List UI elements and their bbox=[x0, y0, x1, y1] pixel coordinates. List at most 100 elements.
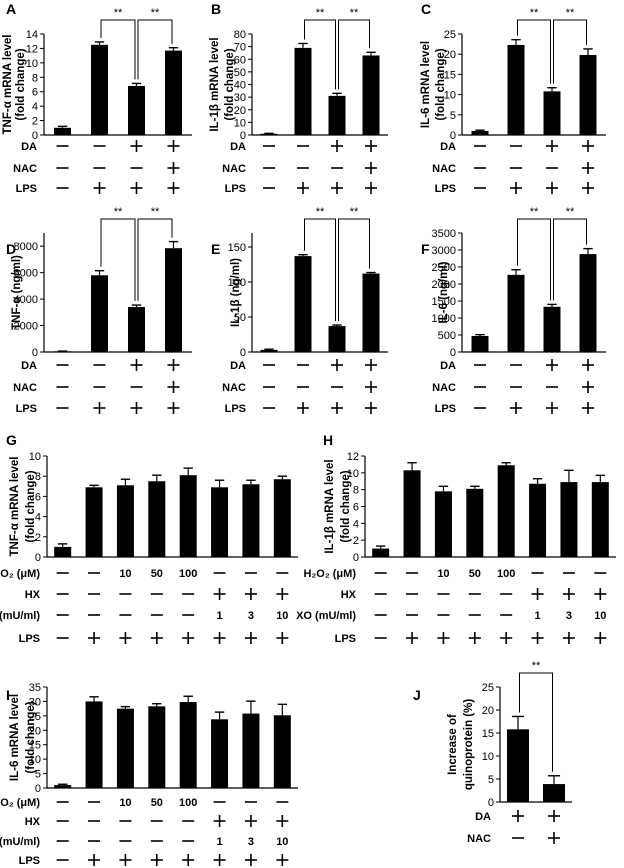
bar bbox=[54, 785, 72, 788]
treatment-name: LPS bbox=[16, 403, 37, 415]
y-axis-label: (fold change) bbox=[224, 48, 236, 120]
bar bbox=[294, 256, 312, 352]
y-tick-label: 100 bbox=[228, 277, 246, 289]
panel-label: C bbox=[421, 1, 431, 17]
bar bbox=[543, 91, 561, 135]
significance-label: ** bbox=[350, 206, 359, 218]
significance-bracket bbox=[553, 19, 587, 84]
panel-a: A 0 2 4 6 8 10 12 14 TNF-α mRNA level (fold change… bbox=[2, 1, 192, 195]
treatment-name: LPS bbox=[435, 403, 456, 415]
y-tick-label: 0 bbox=[35, 552, 41, 564]
panel-label: B bbox=[211, 1, 221, 17]
bar bbox=[179, 475, 197, 557]
bar bbox=[471, 336, 489, 352]
treatment-value: 100 bbox=[179, 568, 197, 580]
bar bbox=[507, 44, 525, 135]
significance-bracket bbox=[100, 218, 136, 302]
panel-f: F 0 500 1000 1500 2000 2500 3000 3500 IL-6 (ng/ml… bbox=[421, 206, 606, 415]
bar bbox=[148, 706, 166, 788]
y-tick-label: 0 bbox=[450, 130, 456, 142]
y-tick-label: 6 bbox=[32, 87, 38, 99]
bar bbox=[362, 273, 380, 352]
significance-label: ** bbox=[530, 206, 539, 218]
treatment-name: HX bbox=[25, 589, 41, 601]
significance-label: ** bbox=[350, 7, 359, 19]
significance-bracket bbox=[137, 19, 173, 80]
significance-label: ** bbox=[114, 7, 123, 19]
y-tick-label: 3000 bbox=[432, 245, 456, 257]
bar bbox=[543, 784, 565, 802]
bar bbox=[91, 275, 108, 352]
significance-label: ** bbox=[316, 206, 325, 218]
y-tick-label: 15 bbox=[444, 69, 456, 81]
bar bbox=[91, 44, 108, 136]
treatment-name: NAC bbox=[222, 382, 246, 394]
significance-label: ** bbox=[566, 7, 575, 19]
treatment-name: NAC bbox=[13, 163, 37, 175]
treatment-value: 50 bbox=[151, 797, 163, 809]
significance-bracket bbox=[517, 19, 551, 84]
treatment-value: 10 bbox=[119, 568, 131, 580]
y-axis-label: IL-1β mRNA level bbox=[209, 37, 221, 131]
bar bbox=[242, 484, 260, 557]
y-tick-label: 10 bbox=[29, 754, 41, 766]
treatment-value: 1 bbox=[535, 610, 541, 622]
treatment-name: LPS bbox=[335, 633, 356, 645]
bar bbox=[591, 482, 609, 557]
bar bbox=[403, 470, 421, 557]
y-tick-label: 50 bbox=[234, 67, 246, 79]
y-tick-label: 25 bbox=[29, 711, 41, 723]
y-axis-label: IL-6 mRNA level bbox=[420, 41, 432, 128]
treatment-name: DA bbox=[21, 141, 37, 153]
bar bbox=[560, 482, 578, 557]
treatment-value: 3 bbox=[566, 610, 572, 622]
y-tick-label: 0 bbox=[32, 347, 38, 359]
bar bbox=[434, 491, 452, 557]
y-tick-label: 12 bbox=[26, 43, 38, 55]
y-tick-label: 1500 bbox=[432, 296, 456, 308]
bar bbox=[507, 729, 529, 802]
y-tick-label: 0 bbox=[240, 130, 246, 142]
treatment-value: 50 bbox=[469, 568, 481, 580]
treatment-name: NAC bbox=[467, 833, 491, 845]
significance-label: ** bbox=[151, 206, 160, 218]
y-tick-label: 2000 bbox=[432, 279, 456, 291]
y-tick-label: 0 bbox=[240, 347, 246, 359]
y-axis-label: Increase of bbox=[447, 714, 459, 775]
y-tick-label: 5 bbox=[450, 110, 456, 122]
y-tick-label: 2500 bbox=[432, 262, 456, 274]
significance-bracket bbox=[338, 19, 370, 90]
y-tick-label: 5 bbox=[488, 774, 494, 786]
significance-bracket bbox=[304, 218, 336, 322]
bar bbox=[211, 719, 229, 788]
bar bbox=[579, 254, 597, 352]
treatment-value: 50 bbox=[151, 568, 163, 580]
y-tick-label: 10 bbox=[444, 90, 456, 102]
bar bbox=[179, 702, 197, 788]
y-tick-label: 40 bbox=[234, 80, 246, 92]
treatment-value: 10 bbox=[594, 610, 606, 622]
treatment-value: 3 bbox=[248, 610, 254, 622]
treatment-name: DA bbox=[440, 141, 456, 153]
y-tick-label: 10 bbox=[26, 58, 38, 70]
y-tick-label: 3500 bbox=[432, 228, 456, 240]
significance-label: ** bbox=[566, 206, 575, 218]
y-axis-label: quinoprotein (%) bbox=[463, 699, 475, 791]
y-tick-label: 8 bbox=[32, 72, 38, 84]
panel-label: F bbox=[421, 241, 430, 257]
panel-c: C 0 5 10 15 20 25 IL-6 mRNA level (fold change) *… bbox=[420, 1, 606, 195]
treatment-value: 10 bbox=[276, 610, 288, 622]
bar bbox=[128, 307, 145, 352]
panel-label: H bbox=[323, 432, 333, 448]
treatment-name: DA bbox=[475, 811, 491, 823]
significance-bracket bbox=[338, 218, 370, 322]
y-axis-label: TNF-α mRNA level bbox=[9, 457, 21, 557]
treatment-name: LPS bbox=[435, 183, 456, 195]
treatment-value: 1 bbox=[217, 836, 223, 848]
y-tick-label: 0 bbox=[450, 347, 456, 359]
panel-e: E 0 50 100 150 IL-1β (ng/ml) ** ** DA NAC LPS bbox=[211, 206, 388, 415]
bar bbox=[543, 306, 561, 352]
y-tick-label: 0 bbox=[488, 797, 494, 809]
y-tick-label: 2 bbox=[35, 532, 41, 544]
